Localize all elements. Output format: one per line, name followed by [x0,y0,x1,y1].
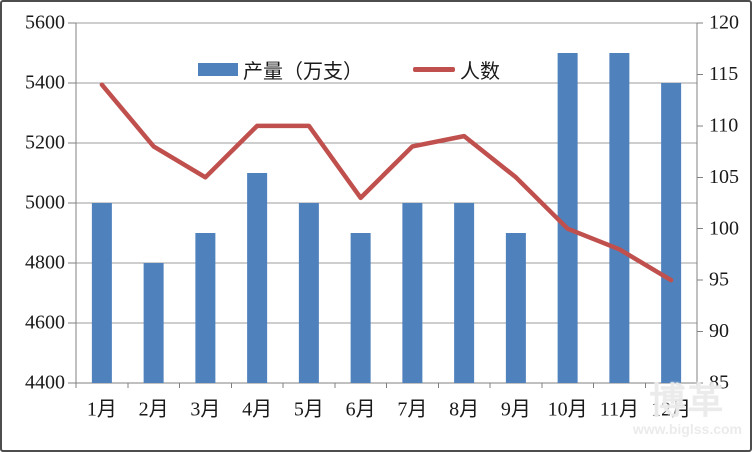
line-series-label: 人数 [460,61,500,83]
bar-12月 [661,83,682,383]
bar-3月 [195,233,216,383]
line-series-path [99,82,674,283]
bar-9月 [505,233,526,383]
bar-6月 [350,233,371,383]
bar-7月 [402,203,423,383]
x-axis-category-label: 9月 [501,399,531,421]
right-axis-tick-label: 85 [709,372,729,394]
line-series-swatch-icon [413,67,455,72]
bar-series-label: 产量（万支） [243,61,363,83]
bar-8月 [454,203,475,383]
bar-10月 [557,53,578,383]
left-axis-tick-label: 5200 [25,132,65,154]
bar-5月 [298,203,319,383]
left-axis-tick-label: 5000 [25,192,65,214]
bar-2月 [143,263,164,383]
x-axis-category-label: 8月 [449,399,479,421]
left-axis-tick-label: 5600 [25,12,65,34]
x-axis-category-label: 11月 [600,399,639,421]
x-axis-category-label: 1月 [87,399,117,421]
left-axis-tick-label: 4400 [25,372,65,394]
x-axis-category-label: 2月 [139,399,169,421]
x-axis-category-label: 12月 [651,399,691,421]
legend-item-bar-series: 产量（万支） [198,55,363,84]
x-axis-category-label: 3月 [190,399,220,421]
x-axis-category-label: 10月 [548,399,588,421]
x-axis-category-label: 5月 [294,399,324,421]
x-axis-category-label: 7月 [397,399,427,421]
left-axis-tick-label: 4800 [25,252,65,274]
legend: 产量（万支） 人数 [198,55,500,84]
left-axis-tick-label: 5400 [25,72,65,94]
right-axis-tick-label: 90 [709,320,729,342]
legend-item-line-series: 人数 [413,55,500,84]
left-axis-tick-label: 4600 [25,312,65,334]
x-axis-category-label: 6月 [346,399,376,421]
bar-4月 [247,173,268,383]
bar-11月 [609,53,630,383]
right-axis-tick-label: 110 [709,114,738,136]
right-axis-tick-label: 120 [709,12,739,34]
right-axis-tick-label: 105 [709,166,739,188]
right-axis-tick-label: 100 [709,217,739,239]
x-axis-category-label: 4月 [242,399,272,421]
bar-series-swatch-icon [198,63,238,76]
right-axis-tick-label: 95 [709,269,729,291]
bar-1月 [91,203,112,383]
right-axis-tick-label: 115 [709,63,738,85]
